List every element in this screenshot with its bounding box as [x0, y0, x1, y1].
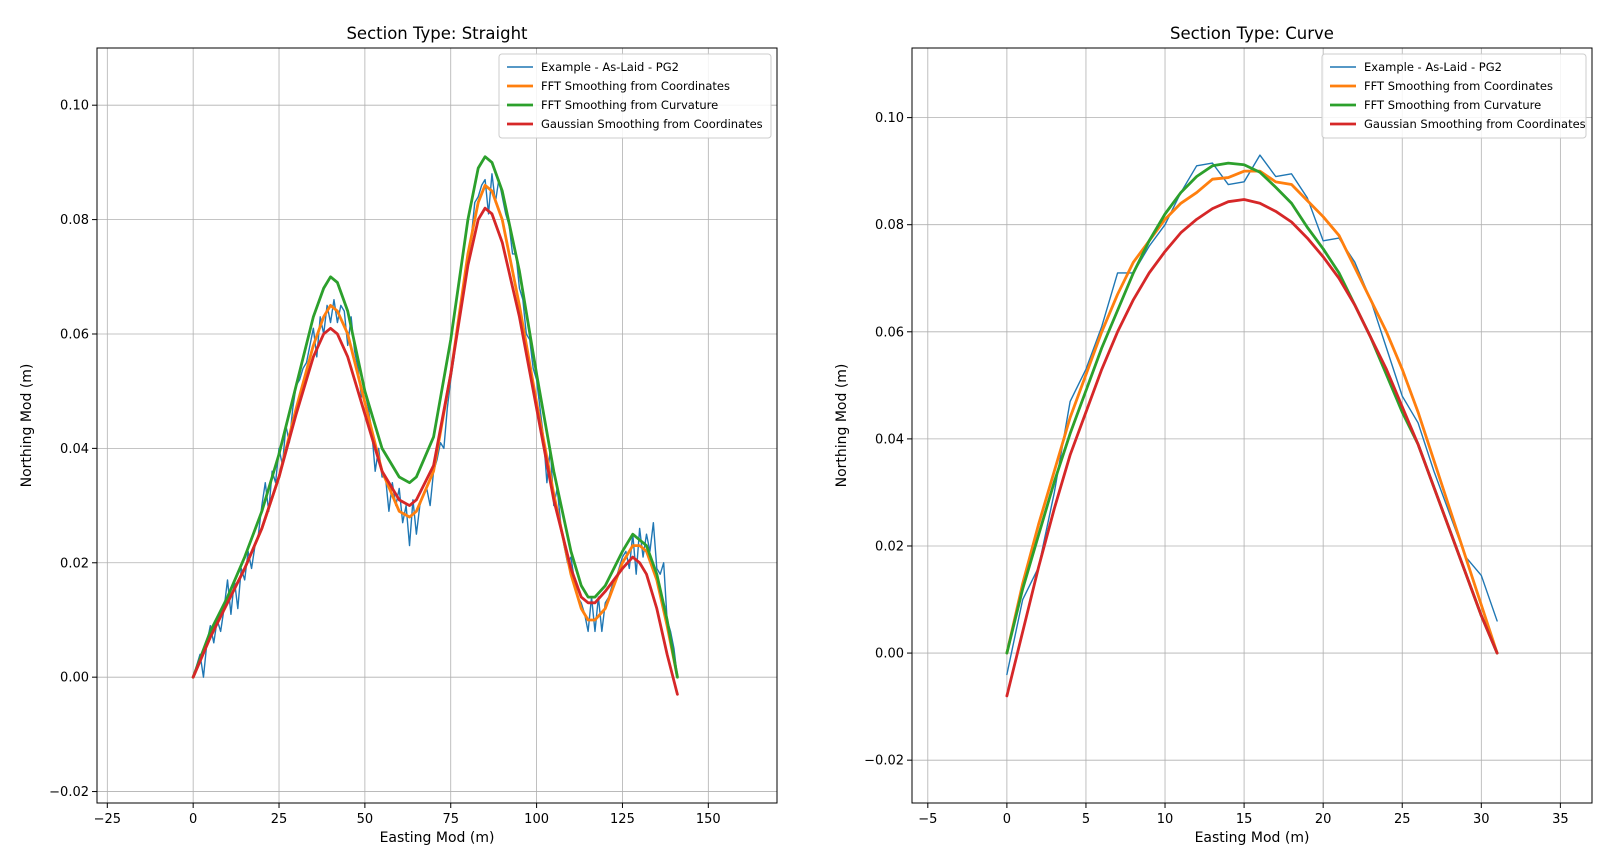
x-tick-label: 25: [271, 812, 288, 827]
legend: Example - As-Laid - PG2 FFT Smoothing fro…: [498, 53, 772, 139]
x-axis-label: Easting Mod (m): [380, 830, 495, 846]
legend-entry: FFT Smoothing from Coordinates: [1364, 79, 1553, 93]
x-tick-label: 50: [357, 812, 374, 827]
x-tick-label: 20: [1315, 812, 1332, 827]
x-tick-label: 0: [1003, 812, 1011, 827]
x-tick-label: 75: [442, 812, 459, 827]
y-tick-label: 0.10: [875, 111, 904, 126]
legend-entry: FFT Smoothing from Coordinates: [541, 79, 730, 93]
axes-frame: [911, 47, 1593, 804]
legend-entry: Example - As-Laid - PG2: [1364, 60, 1502, 74]
legend-entry: Example - As-Laid - PG2: [541, 60, 679, 74]
series-line-3: [191, 206, 679, 696]
y-tick-label: 0.08: [60, 213, 89, 228]
y-tick-label: 0.08: [875, 218, 904, 233]
chart-panel-1: −5 0 5 10 15 20 25 30 35 −0.02 0.00 0.02 0.04 0.06 0.0…: [834, 24, 1593, 846]
y-tick-label: 0.10: [60, 99, 89, 114]
legend-box: [1321, 53, 1587, 139]
y-tick-label: 0.04: [875, 432, 904, 447]
grid: [97, 48, 777, 803]
x-tick-label: 125: [610, 812, 635, 827]
y-tick-label: 0.00: [875, 647, 904, 662]
y-axis-label: Northing Mod (m): [834, 364, 850, 488]
x-tick-label: 35: [1552, 812, 1569, 827]
y-tick-label: 0.02: [875, 539, 904, 554]
y-tick-label: −0.02: [864, 754, 904, 769]
x-tick-label: 150: [696, 812, 721, 827]
series-line-1: [1005, 169, 1499, 655]
series-group: [191, 155, 679, 696]
y-tick-label: 0.02: [60, 556, 89, 571]
x-tick-label: 5: [1082, 812, 1090, 827]
x-tick-label: 0: [189, 812, 197, 827]
y-axis-label: Northing Mod (m): [19, 364, 35, 488]
legend-entry: FFT Smoothing from Curvature: [541, 98, 718, 112]
series-line-2: [191, 155, 679, 679]
y-tick-label: 0.04: [60, 442, 89, 457]
axes-frame: [96, 47, 778, 804]
chart-panel-0: −25 0 25 50 75 100 125 150 −0.02 0.00 0.02 0.04 0.06…: [19, 24, 778, 846]
series-line-3: [1005, 198, 1499, 698]
y-tick-label: 0.06: [875, 325, 904, 340]
legend-entry: Gaussian Smoothing from Coordinates: [1364, 117, 1586, 131]
legend-box: [498, 53, 772, 139]
series-line-0: [1006, 154, 1498, 676]
series-line-2: [1005, 161, 1499, 655]
x-axis-label: Easting Mod (m): [1195, 830, 1310, 846]
y-tick-label: −0.02: [49, 785, 89, 800]
legend-entry: FFT Smoothing from Curvature: [1364, 98, 1541, 112]
x-tick-label: −25: [94, 812, 121, 827]
x-tick-label: 15: [1236, 812, 1253, 827]
y-tick-label: 0.06: [60, 327, 89, 342]
series-group: [1005, 154, 1499, 698]
x-tick-label: 100: [524, 812, 549, 827]
x-tick-label: 25: [1394, 812, 1411, 827]
x-tick-label: −5: [918, 812, 937, 827]
chart-title: Section Type: Straight: [346, 24, 528, 43]
x-tick-label: 30: [1473, 812, 1490, 827]
grid: [912, 48, 1592, 803]
x-tick-label: 10: [1157, 812, 1174, 827]
chart-title: Section Type: Curve: [1170, 24, 1334, 43]
y-tick-label: 0.00: [60, 671, 89, 686]
legend: Example - As-Laid - PG2 FFT Smoothing fro…: [1321, 53, 1587, 139]
legend-entry: Gaussian Smoothing from Coordinates: [541, 117, 763, 131]
